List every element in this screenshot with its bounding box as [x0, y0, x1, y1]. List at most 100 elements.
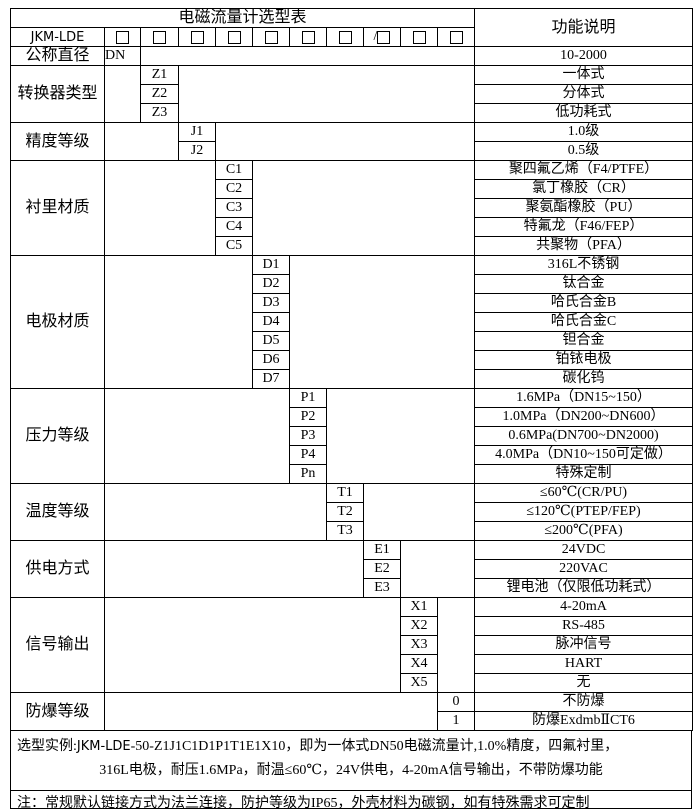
blank-area: [104, 388, 290, 484]
option-description: 24VDC: [474, 540, 693, 560]
option-code: X1: [400, 597, 438, 617]
code-slot: [400, 27, 438, 47]
group-label: 公称直径: [10, 46, 105, 66]
option-code: E1: [363, 540, 401, 560]
code-slot: [215, 27, 253, 47]
option-description: 1.6MPa（DN15~150）: [474, 388, 693, 408]
option-code: J1: [178, 122, 216, 142]
option-description: 特殊定制: [474, 464, 693, 484]
group-label: 转换器类型: [10, 65, 105, 123]
option-description: 哈氏合金B: [474, 293, 693, 313]
group-label: 信号输出: [10, 597, 105, 693]
checkbox-square-icon: [264, 30, 278, 44]
option-code: 0: [437, 692, 475, 712]
option-description: 316L不锈钢: [474, 255, 693, 275]
checkbox-square-icon: [190, 30, 204, 44]
group-label: 温度等级: [10, 483, 105, 541]
blank-area: [104, 160, 216, 256]
code-slot: [140, 27, 179, 47]
option-code: X4: [400, 654, 438, 674]
group-label: 衬里材质: [10, 160, 105, 256]
option-description: HART: [474, 654, 693, 674]
option-code: DN: [104, 46, 141, 66]
option-description: 4.0MPa（DN10~150可定做）: [474, 445, 693, 465]
blank-area: [104, 597, 401, 693]
option-description: 氯丁橡胶（CR）: [474, 179, 693, 199]
option-description: 0.6MPa(DN700~DN2000): [474, 426, 693, 446]
option-description: 分体式: [474, 84, 693, 104]
code-slot: [178, 27, 216, 47]
blank-area: [104, 540, 364, 598]
checkbox-square-icon: [116, 30, 129, 44]
option-code: D5: [252, 331, 290, 351]
note: 注：常规默认链接方式为法兰连接，防护等级为IP65，外壳材料为碳钢，如有特殊需求…: [10, 790, 692, 811]
option-code: T2: [326, 502, 364, 522]
option-code: E2: [363, 559, 401, 579]
option-code: D7: [252, 369, 290, 389]
option-description: 聚氨酯橡胶（PU）: [474, 198, 693, 218]
option-description: 聚四氟乙烯（F4/PTFE）: [474, 160, 693, 180]
option-code: C3: [215, 198, 253, 218]
code-slot: [104, 27, 141, 47]
option-description: 共聚物（PFA）: [474, 236, 693, 256]
option-code: P2: [289, 407, 327, 427]
option-description: 钛合金: [474, 274, 693, 294]
checkbox-square-icon: [377, 30, 391, 44]
blank-area: [104, 692, 438, 731]
option-code: D4: [252, 312, 290, 332]
option-code: D2: [252, 274, 290, 294]
code-slot: [289, 27, 327, 47]
option-description: 10-2000: [474, 46, 693, 66]
group-label: 压力等级: [10, 388, 105, 484]
option-description: 一体式: [474, 65, 693, 85]
option-code: X3: [400, 635, 438, 655]
option-description: 不防爆: [474, 692, 693, 712]
option-description: ≤120℃(PTEP/FEP): [474, 502, 693, 522]
example-line-1: 选型实例:JKM-LDE-50-Z1J1C1D1P1T1E1X10，即为一体式D…: [17, 735, 685, 755]
checkbox-square-icon: [412, 30, 426, 44]
option-description: ≤60℃(CR/PU): [474, 483, 693, 503]
group-label: 精度等级: [10, 122, 105, 161]
option-code: T3: [326, 521, 364, 541]
option-description: RS-485: [474, 616, 693, 636]
code-slot: [326, 27, 364, 47]
option-description: 锂电池（仅限低功耗式）: [474, 578, 693, 598]
blank-area: [326, 388, 475, 484]
option-description: 碳化钨: [474, 369, 693, 389]
option-description: 脉冲信号: [474, 635, 693, 655]
option-code: J2: [178, 141, 216, 161]
option-description: 4-20mA: [474, 597, 693, 617]
option-description: 钽合金: [474, 331, 693, 351]
function-heading: 功能说明: [474, 8, 693, 47]
group-label: 电极材质: [10, 255, 105, 389]
option-code: E3: [363, 578, 401, 598]
blank-area: [104, 65, 141, 123]
option-code: Z3: [140, 103, 179, 123]
option-description: 低功耗式: [474, 103, 693, 123]
blank-area: [104, 122, 179, 161]
option-code: T1: [326, 483, 364, 503]
option-description: 防爆ExdmbⅡCT6: [474, 711, 693, 731]
option-code: X2: [400, 616, 438, 636]
blank-area: [215, 122, 475, 161]
blank-area: [178, 65, 475, 123]
checkbox-square-icon: [227, 30, 241, 44]
option-code: C1: [215, 160, 253, 180]
checkbox-square-icon: [338, 30, 352, 44]
option-description: 1.0级: [474, 122, 693, 142]
option-code: C4: [215, 217, 253, 237]
model-prefix: JKM-LDE: [10, 27, 105, 47]
example-prefix: 选型实例:: [17, 739, 77, 754]
code-slot: /: [363, 27, 401, 47]
option-code: Z2: [140, 84, 179, 104]
checkbox-square-icon: [301, 30, 315, 44]
checkbox-square-icon: [449, 30, 463, 44]
blank-area: [400, 540, 475, 598]
blank-area: [104, 483, 327, 541]
code-slot: [252, 27, 290, 47]
blank-area: [252, 160, 475, 256]
option-description: 0.5级: [474, 141, 693, 161]
option-description: 哈氏合金C: [474, 312, 693, 332]
option-description: ≤200℃(PFA): [474, 521, 693, 541]
option-description: 220VAC: [474, 559, 693, 579]
